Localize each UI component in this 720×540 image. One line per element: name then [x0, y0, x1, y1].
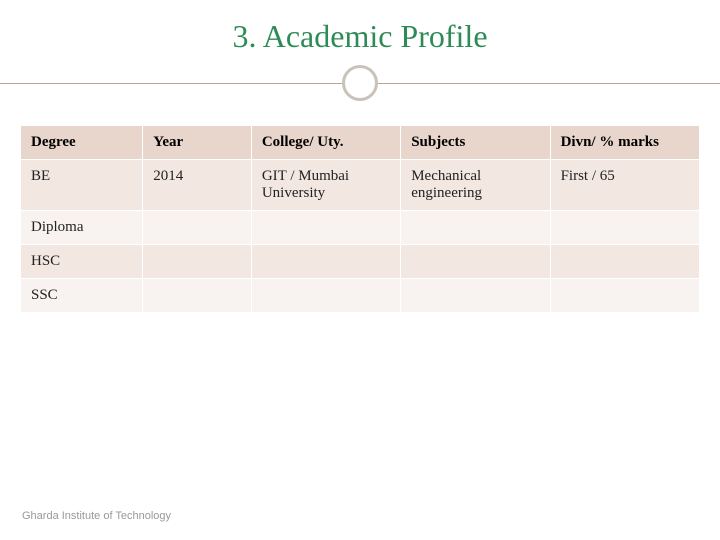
title-divider [0, 65, 720, 105]
cell-degree: Diploma [21, 211, 143, 245]
cell-subjects [401, 211, 550, 245]
table-header-row: Degree Year College/ Uty. Subjects Divn/… [21, 126, 700, 160]
cell-subjects [401, 245, 550, 279]
cell-subjects [401, 279, 550, 313]
col-marks: Divn/ % marks [550, 126, 699, 160]
divider-circle-icon [342, 65, 378, 101]
cell-year [143, 211, 252, 245]
cell-college [251, 211, 400, 245]
cell-year: 2014 [143, 160, 252, 211]
cell-marks: First / 65 [550, 160, 699, 211]
cell-college: GIT / Mumbai University [251, 160, 400, 211]
footer-text: Gharda Institute of Technology [22, 510, 171, 522]
cell-marks [550, 279, 699, 313]
cell-college [251, 245, 400, 279]
table-row: SSC [21, 279, 700, 313]
cell-degree: BE [21, 160, 143, 211]
table-row: BE 2014 GIT / Mumbai University Mechanic… [21, 160, 700, 211]
col-college: College/ Uty. [251, 126, 400, 160]
cell-year [143, 245, 252, 279]
col-year: Year [143, 126, 252, 160]
academic-table: Degree Year College/ Uty. Subjects Divn/… [20, 125, 700, 313]
cell-marks [550, 211, 699, 245]
cell-degree: SSC [21, 279, 143, 313]
table-row: HSC [21, 245, 700, 279]
table-row: Diploma [21, 211, 700, 245]
cell-subjects: Mechanical engineering [401, 160, 550, 211]
cell-college [251, 279, 400, 313]
cell-year [143, 279, 252, 313]
cell-marks [550, 245, 699, 279]
cell-degree: HSC [21, 245, 143, 279]
col-degree: Degree [21, 126, 143, 160]
col-subjects: Subjects [401, 126, 550, 160]
page-title: 3. Academic Profile [0, 0, 720, 65]
